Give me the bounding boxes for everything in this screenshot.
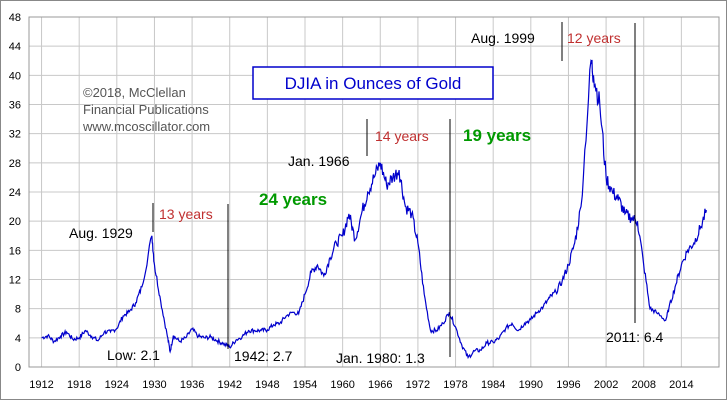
- label-2011-6-4: 2011: 6.4: [606, 329, 664, 345]
- label-13-years: 13 years: [159, 206, 213, 222]
- x-tick-label: 1990: [519, 379, 543, 391]
- copyright-line-1: ©2018, McClellan: [83, 85, 186, 100]
- label-aug-1999: Aug. 1999: [471, 30, 535, 46]
- y-tick-label: 20: [9, 216, 21, 228]
- chart-title: DJIA in Ounces of Gold: [285, 74, 462, 93]
- x-tick-label: 1948: [255, 379, 279, 391]
- label-14-years: 14 years: [375, 128, 429, 144]
- chart-title-box: [252, 66, 494, 100]
- y-tick-label: 4: [15, 333, 21, 345]
- y-tick-label: 36: [9, 100, 21, 112]
- x-tick-label: 1996: [556, 379, 580, 391]
- label-19-years: 19 years: [463, 126, 531, 145]
- label-low-2-1: Low: 2.1: [107, 347, 160, 363]
- label-24-years: 24 years: [259, 190, 327, 209]
- x-tick-label: 1942: [217, 379, 241, 391]
- x-tick-label: 1930: [142, 379, 166, 391]
- x-tick-label: 2014: [669, 379, 693, 391]
- copyright-line-3: www.mcoscillator.com: [82, 119, 210, 134]
- plot-border: [28, 16, 720, 368]
- djia-gold-ratio-line: [41, 59, 708, 360]
- label-jan-1980: Jan. 1980: 1.3: [336, 350, 425, 366]
- y-tick-label: 16: [9, 245, 21, 257]
- label-1942-2-7: 1942: 2.7: [234, 348, 293, 364]
- y-tick-label: 0: [15, 362, 21, 374]
- x-tick-labels: 1912 1918 1924 1930 1936 1942 1948 1954 1960 1966…: [29, 379, 693, 391]
- y-tick-label: 44: [9, 41, 21, 53]
- y-tick-label: 32: [9, 129, 21, 141]
- x-tick-label: 1978: [443, 379, 467, 391]
- label-jan-1966: Jan. 1966: [288, 153, 350, 169]
- x-tick-label: 1924: [105, 379, 129, 391]
- copyright-line-2: Financial Publications: [83, 102, 209, 117]
- grid-layer: [28, 16, 720, 368]
- x-tick-label: 2002: [594, 379, 618, 391]
- x-tick-label: 1966: [368, 379, 392, 391]
- x-tick-label: 1918: [67, 379, 91, 391]
- y-tick-label: 12: [9, 275, 21, 287]
- label-aug-1929: Aug. 1929: [69, 225, 133, 241]
- label-12-years: 12 years: [567, 30, 621, 46]
- y-tick-label: 24: [9, 187, 21, 199]
- x-tick-label: 1912: [29, 379, 53, 391]
- y-tick-label: 40: [9, 70, 21, 82]
- x-tick-label: 1984: [481, 379, 505, 391]
- x-tick-label: 2008: [631, 379, 655, 391]
- x-tick-label: 1936: [180, 379, 204, 391]
- x-tick-label: 1954: [293, 379, 317, 391]
- x-tick-label: 1960: [330, 379, 354, 391]
- y-tick-label: 28: [9, 158, 21, 170]
- y-tick-label: 8: [15, 304, 21, 316]
- y-tick-label: 48: [9, 12, 21, 24]
- x-tick-label: 1972: [406, 379, 430, 391]
